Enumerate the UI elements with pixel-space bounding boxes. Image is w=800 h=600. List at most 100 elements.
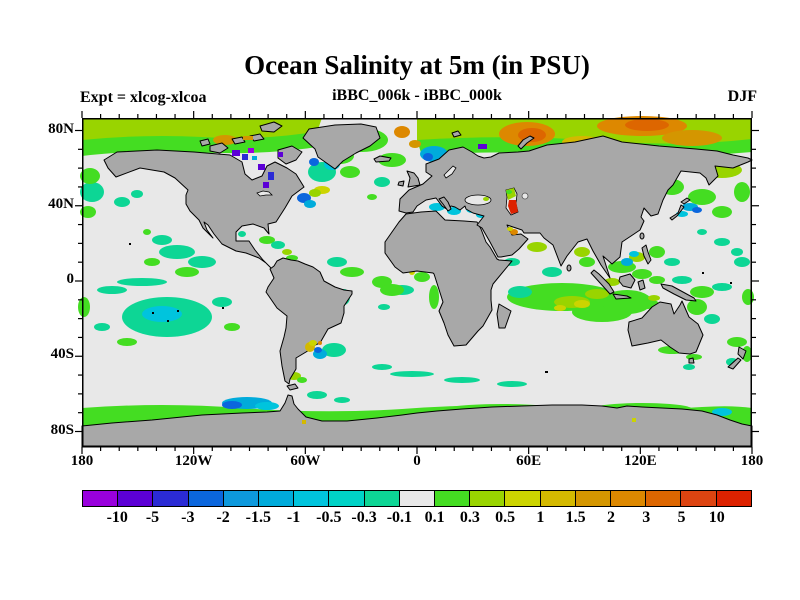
colorbar-cell-3 (187, 490, 224, 507)
x-axis-label-4: 60E (516, 453, 542, 469)
novaya-zemlya (517, 135, 535, 150)
continents (81, 121, 753, 448)
sumatra (590, 269, 615, 295)
sri-lanka (566, 264, 572, 272)
colorbar-cell-13 (539, 490, 576, 507)
new-zealand-south (727, 357, 742, 370)
hokkaido (680, 197, 691, 205)
colorbar-label--0.3: -0.3 (351, 509, 377, 526)
black-sea-green-anomaly (483, 197, 489, 201)
overlay-anomaly-cells (129, 136, 732, 424)
colorbar-cell-10 (434, 490, 471, 507)
colorbar-cell-11 (469, 490, 506, 507)
colorbar-label-3: 3 (642, 509, 651, 526)
world-map (75, 111, 759, 454)
philippines (641, 244, 652, 265)
baffin-island (277, 145, 303, 165)
colorbar-cell-17 (680, 490, 717, 507)
colorbar-cell-15 (610, 490, 647, 507)
y-axis-label-40N: 40N (48, 195, 74, 212)
x-axis-label-2: 60W (290, 453, 321, 469)
colorbar-label--10: -10 (106, 509, 128, 526)
colorbar-label-10: 10 (708, 509, 725, 526)
colorbar-cell-8 (363, 490, 400, 507)
axis-ticks (75, 111, 759, 454)
antarctica (81, 394, 753, 448)
great-lakes (256, 190, 273, 197)
x-axis-label-1: 120W (174, 453, 213, 469)
inland-seas (256, 165, 529, 216)
iceland (373, 155, 392, 163)
y-axis-label-40S: 40S (50, 346, 74, 363)
colorbar-label-5: 5 (677, 509, 686, 526)
colorbar-cell-16 (645, 490, 682, 507)
colorbar-cell-1 (117, 490, 154, 507)
colorbar-cell-5 (258, 490, 295, 507)
y-axis-label-80N: 80N (48, 120, 74, 137)
colorbar-cell-14 (574, 490, 612, 507)
map-frame (82, 118, 752, 447)
colorbar-cell-2 (152, 490, 189, 507)
y-axis-label-80S: 80S (50, 421, 74, 438)
island-dot (730, 282, 732, 284)
australia (627, 300, 704, 355)
x-axis-label-6: 180 (740, 453, 764, 469)
run-difference-label: iBBC_006k - iBBC_000k (332, 87, 502, 104)
page-title: Ocean Salinity at 5m (in PSU) (244, 50, 590, 80)
tierra-del-fuego (286, 383, 299, 391)
italy (438, 196, 452, 212)
honshu (669, 204, 685, 221)
caspian-green-anomaly (506, 190, 512, 194)
java (612, 293, 632, 300)
colorbar-label--0.1: -0.1 (386, 509, 413, 526)
colorbar-label-0.1: 0.1 (424, 509, 445, 526)
colorbar-label-0.3: 0.3 (459, 509, 480, 526)
colorbar-cell-12 (504, 490, 541, 507)
colorbar-label--3: -3 (181, 509, 195, 526)
map-layers (78, 116, 754, 448)
taiwan (639, 232, 645, 240)
colorbar-label-1.5: 1.5 (565, 509, 586, 526)
colorbar-cell-7 (328, 490, 365, 507)
colorbar-label-1: 1 (536, 509, 545, 526)
arctic-island (231, 136, 246, 145)
colorbar-label--1.5: -1.5 (245, 509, 271, 526)
colorbar-label--5: -5 (145, 509, 160, 526)
colorbar (82, 490, 752, 507)
colorbar-label-2: 2 (606, 509, 615, 526)
colorbar-cell-0 (82, 490, 119, 507)
experiment-label: Expt = xlcog-xlcoa (80, 89, 207, 106)
svalbard (451, 130, 462, 138)
great-britain (406, 170, 421, 188)
colorbar-label--0.5: -0.5 (316, 509, 342, 526)
colorbar-label--2: -2 (216, 509, 230, 526)
victoria-island (209, 142, 229, 154)
colorbar-cell-9 (398, 490, 436, 507)
x-axis-label-3: 0 (413, 453, 421, 469)
island-dot (545, 371, 548, 373)
aral-sea (521, 192, 529, 200)
banks-island (199, 138, 211, 147)
greenland (302, 123, 381, 170)
sulawesi (637, 279, 646, 291)
island-dot (222, 307, 224, 309)
tasmania (688, 357, 695, 364)
caspian-red-anomaly (508, 200, 518, 214)
island-dot (129, 243, 131, 245)
eurasia (398, 135, 753, 279)
island-dot (177, 310, 179, 312)
y-axis-label-0: 0 (66, 271, 75, 287)
colorbar-label-0.5: 0.5 (495, 509, 516, 526)
island-dot (152, 312, 154, 314)
madagascar (496, 303, 512, 329)
ellesmere-island (259, 121, 283, 133)
x-axis-label-0: 180 (70, 453, 94, 469)
season-label: DJF (727, 88, 757, 105)
colorbar-cell-4 (222, 490, 260, 507)
ireland (397, 180, 405, 187)
new-zealand-north (737, 346, 747, 360)
baltic-sea (443, 165, 457, 179)
colorbar-label--1: -1 (286, 509, 301, 526)
colorbar-cell-6 (293, 490, 330, 507)
